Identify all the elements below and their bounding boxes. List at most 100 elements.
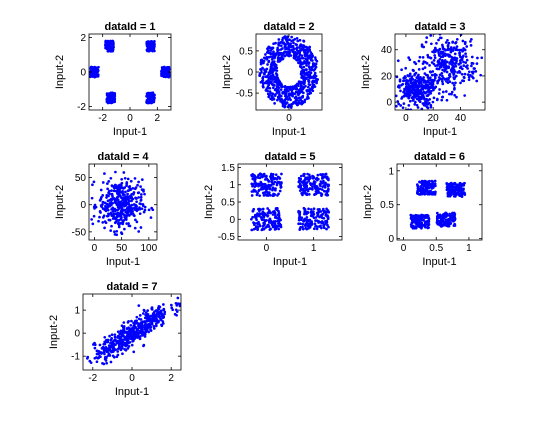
data-point [134,331,138,334]
data-point [269,193,272,197]
data-point [115,219,119,222]
data-point [296,93,300,96]
data-point [163,312,166,316]
data-point [112,344,116,347]
data-point [264,75,268,79]
data-point [425,189,429,192]
data-point [278,92,281,96]
data-point [315,176,319,180]
data-point [253,215,257,218]
data-point [440,98,444,102]
data-point [320,194,323,198]
data-point [302,218,306,222]
data-point [447,224,451,228]
data-point [143,335,147,338]
data-point [106,208,110,212]
data-point [436,216,440,219]
data-point [265,193,268,197]
data-point [424,91,427,95]
x-tick-label: 50 [116,243,128,254]
data-point [271,55,275,59]
data-point [316,173,320,177]
data-point [312,69,316,72]
data-point [109,100,113,104]
data-point [310,222,314,225]
data-point [124,198,128,202]
data-point [469,44,473,47]
data-point [311,82,315,86]
data-point [300,90,304,94]
data-point [153,39,156,43]
x-tick-label: 40 [455,113,467,124]
data-point [302,48,306,52]
data-point [123,348,127,351]
data-point [146,47,150,50]
data-point [455,37,459,41]
data-point [404,66,408,70]
data-point [420,218,423,222]
data-point [308,83,312,87]
data-point [293,37,297,41]
data-point [261,207,265,211]
data-point [460,72,464,76]
data-point [107,352,111,355]
data-point [300,216,304,220]
data-point [452,224,456,227]
data-point [148,322,152,326]
data-point [283,45,287,49]
data-point [256,222,260,226]
data-point [435,73,438,77]
data-point [279,41,282,44]
subplot-7: -2 0 2 -1 0 1 dataId = 7 Input-1 Input-2 [48,281,182,398]
data-point [320,221,324,224]
data-point [152,325,156,328]
data-point [263,221,266,224]
data-point [109,229,113,233]
data-point [315,190,319,193]
data-point [449,222,453,225]
data-point [112,96,116,100]
data-point [308,218,312,222]
data-point [130,334,134,337]
data-point [118,332,121,336]
data-point [438,47,442,51]
data-point [267,73,270,77]
data-point [438,88,441,91]
data-point [421,62,425,65]
data-point [435,98,439,102]
data-point [267,219,271,223]
data-point [256,228,259,232]
x-axis-label: Input-1 [115,386,149,398]
data-point [298,91,301,94]
data-point [428,64,431,67]
data-point [271,176,275,179]
x-tick-label: 0 [264,243,270,254]
data-point [444,48,447,52]
data-point [250,194,254,197]
axes-box [394,33,486,111]
data-point [419,185,423,188]
data-point [270,57,274,61]
data-point [299,64,302,68]
data-point [299,226,302,229]
data-point [129,327,133,331]
data-point [106,199,110,203]
data-point [446,48,450,52]
data-point [441,45,445,49]
data-point [308,67,312,71]
data-point [463,42,467,46]
data-point [315,59,319,63]
data-point [427,220,431,224]
data-point [96,70,99,74]
data-point [147,319,151,323]
data-point [265,218,268,222]
data-point [455,95,458,99]
data-point [312,227,316,231]
data-point [296,51,300,55]
data-point [417,76,421,80]
data-point [425,36,429,40]
data-point [454,74,458,78]
data-point [277,59,280,63]
data-point [304,68,308,71]
data-point [97,219,100,223]
